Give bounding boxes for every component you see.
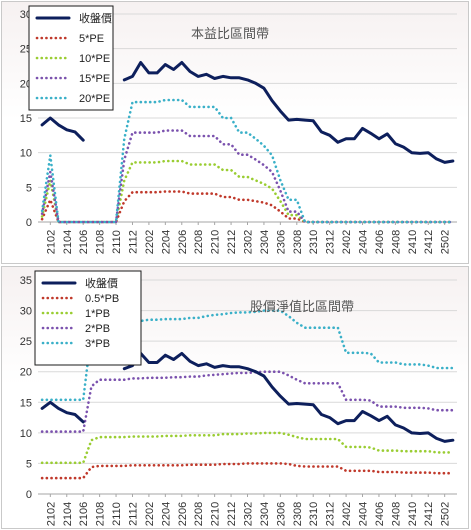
- x-tick-label: 2212: [226, 230, 238, 254]
- legend-label: 收盤價: [79, 11, 112, 25]
- x-tick-label: 2502: [440, 502, 452, 526]
- legend: 收盤價 0.5*PB 1*PB 2*PB 3*PB: [34, 270, 142, 366]
- x-tick-label: 2412: [423, 502, 435, 526]
- x-tick-label: 2312: [325, 230, 337, 254]
- y-tick-label: 10: [20, 148, 32, 160]
- x-tick-label: 2202: [144, 502, 156, 526]
- x-tick-label: 2310: [308, 230, 320, 254]
- x-tick-label: 2102: [45, 502, 57, 526]
- y-tick-label: 0: [26, 217, 32, 229]
- x-tick-label: 2208: [193, 502, 205, 526]
- x-tick-label: 2406: [374, 230, 386, 254]
- x-tick-label: 2502: [440, 230, 452, 254]
- x-tick-label: 2304: [259, 502, 271, 526]
- x-tick-label: 2408: [390, 502, 402, 526]
- x-tick-label: 2102: [45, 230, 57, 254]
- x-tick-label: 2204: [160, 502, 172, 526]
- series-line-close: [40, 116, 85, 142]
- x-tick-label: 2404: [358, 230, 370, 254]
- series-line-1xpb: [40, 431, 455, 465]
- x-tick-label: 2312: [325, 502, 337, 526]
- chart-title: 股價淨值比區間帶: [250, 299, 354, 314]
- x-tick-label: 2308: [292, 230, 304, 254]
- y-tick-label: 5: [26, 458, 32, 470]
- legend-label: 1*PB: [85, 308, 110, 320]
- series-line-5xpe: [40, 190, 455, 224]
- series-line-close: [122, 351, 455, 443]
- x-tick-label: 2104: [62, 230, 74, 254]
- x-tick-label: 2412: [423, 230, 435, 254]
- legend-label: 3*PB: [85, 338, 110, 350]
- x-tick-label: 2112: [127, 230, 139, 254]
- series-line-0-5xpb: [40, 462, 455, 480]
- x-tick-label: 2204: [160, 230, 172, 254]
- y-tick-label: 15: [20, 397, 32, 409]
- x-tick-label: 2112: [127, 502, 139, 526]
- y-tick-label: 15: [20, 113, 32, 125]
- series-2xpb: [40, 370, 455, 433]
- y-tick-label: 20: [20, 367, 32, 379]
- x-tick-label: 2208: [193, 230, 205, 254]
- series-10xpe: [40, 159, 455, 224]
- pe-band-chart-panel: 0 5 10 15 20 25 30 2102 2104 2106 2108 2110 2112 2202…: [1, 1, 469, 264]
- x-tick-label: 2410: [407, 230, 419, 254]
- x-tick-label: 2210: [210, 502, 222, 526]
- x-tick-label: 2302: [243, 502, 255, 526]
- x-tick-label: 2110: [111, 230, 123, 254]
- x-tick-label: 2108: [95, 502, 107, 526]
- legend-label: 10*PE: [79, 53, 110, 65]
- x-tick-label: 2408: [390, 230, 402, 254]
- y-tick-label: 0: [26, 489, 32, 501]
- series-line-2xpb: [40, 370, 455, 433]
- x-tick-label: 2404: [358, 502, 370, 526]
- x-tick-label: 2206: [177, 230, 189, 254]
- series-20xpe: [40, 98, 455, 224]
- legend-label: 20*PE: [79, 93, 110, 105]
- x-tick-label: 2308: [292, 502, 304, 526]
- y-tick-label: 5: [26, 182, 32, 194]
- series-close: [40, 61, 455, 164]
- x-tick-label: 2104: [62, 502, 74, 526]
- chart-title: 本益比區間帶: [191, 26, 269, 41]
- y-tick-label: 30: [20, 306, 32, 318]
- x-tick-label: 2306: [275, 230, 287, 254]
- x-tick-label: 2212: [226, 502, 238, 526]
- series-5xpe: [40, 190, 455, 224]
- series-line-close: [40, 400, 85, 424]
- y-tick-label: 10: [20, 428, 32, 440]
- x-tick-label: 2302: [243, 230, 255, 254]
- x-tick-label: 2406: [374, 502, 386, 526]
- series-0-5xpb: [40, 462, 455, 480]
- x-tick-label: 2306: [275, 502, 287, 526]
- x-tick-label: 2402: [341, 230, 353, 254]
- x-tick-label: 2106: [78, 502, 90, 526]
- legend: 收盤價 5*PE 10*PE 15*PE 20*PE: [28, 5, 114, 111]
- series-line-10xpe: [40, 159, 455, 224]
- legend-label: 2*PB: [85, 323, 110, 335]
- legend-label: 0.5*PB: [85, 293, 119, 305]
- x-tick-label: 2310: [308, 502, 320, 526]
- legend-box: [34, 270, 142, 366]
- x-tick-label: 2206: [177, 502, 189, 526]
- x-tick-label: 2106: [78, 230, 90, 254]
- legend-label: 15*PE: [79, 73, 110, 85]
- y-tick-label: 35: [20, 275, 32, 287]
- x-tick-label: 2402: [341, 502, 353, 526]
- x-tick-label: 2202: [144, 230, 156, 254]
- legend-label: 收盤價: [85, 276, 118, 290]
- x-tick-label: 2410: [407, 502, 419, 526]
- pb-band-chart: 0 5 10 15 20 25 30 35 2102 2104 2106 2108 2110 2112 22…: [20, 270, 457, 526]
- x-tick-label: 2304: [259, 230, 271, 254]
- series-line-close: [122, 61, 455, 164]
- legend-label: 5*PE: [79, 33, 104, 45]
- series-1xpb: [40, 431, 455, 465]
- series-close: [40, 351, 455, 443]
- x-tick-label: 2210: [210, 230, 222, 254]
- y-tick-label: 25: [20, 336, 32, 348]
- pb-band-chart-panel: 0 5 10 15 20 25 30 35 2102 2104 2106 2108 2110 2112 22…: [1, 266, 469, 529]
- x-tick-label: 2108: [95, 230, 107, 254]
- series-line-20xpe: [40, 98, 455, 224]
- x-tick-label: 2110: [111, 502, 123, 526]
